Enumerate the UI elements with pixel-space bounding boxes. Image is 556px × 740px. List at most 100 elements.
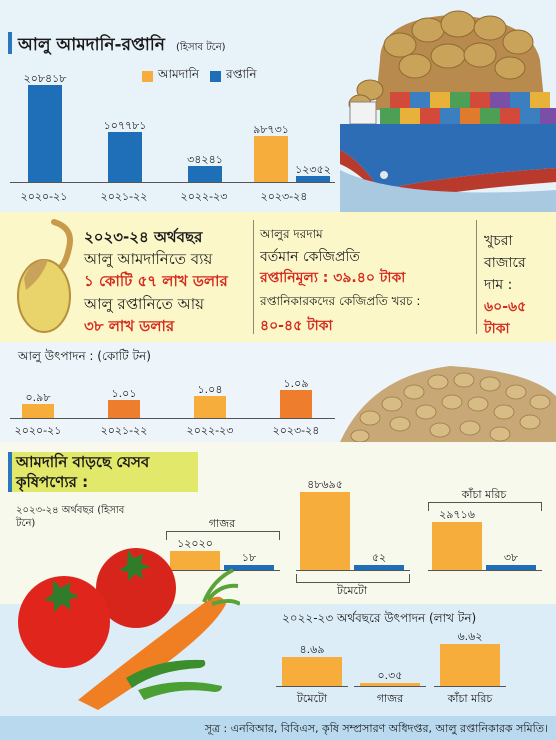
crop-production-value: ৬.৬২ xyxy=(457,630,483,644)
production-value-label: ১.০১ xyxy=(111,387,137,400)
import-2324-bar xyxy=(170,550,220,570)
legend-export-swatch xyxy=(210,70,222,82)
chart1-title: আলু আমদানি-রপ্তানি xyxy=(18,35,165,55)
chart1-category-label: ২০২২-২৩ xyxy=(180,190,228,203)
export-value-label: ২০৮৪১৮ xyxy=(23,72,67,86)
production-bar xyxy=(108,400,140,418)
chart2-title: আলু উৎপাদন : (কোটি টন) xyxy=(18,349,151,363)
production-bar xyxy=(22,403,54,418)
chart3-subtitle: ২০২৩-২৪ অর্থবছর (হিসাব টনে) xyxy=(16,505,125,529)
retail-value-1: ৬০-৬৫ xyxy=(484,299,527,315)
chart1-plot: ২০৮৪১৮ ২০২০-২১ ১০৭৭৮১ ২০২১-২২ ৩৪২৪১ ২০২২-২৩ ৯৮… xyxy=(0,0,340,212)
chart2-category-label: ২০২২-২৩ xyxy=(186,424,234,437)
price-title: আলুর দরদাম xyxy=(260,227,323,241)
crop-production-bar xyxy=(282,656,342,686)
chart3-plot: ১২০২০ ১৮ গাজর ৪৮৬৯৫ ৫২ টমেটো ২৯৭১৬ ৩৮ কাঁচা মরিচ xyxy=(0,442,556,604)
info-year-title: ২০২৩-২৪ অর্থবছর xyxy=(84,228,203,246)
chart4-category-label: টমেটো xyxy=(296,692,328,705)
chart2-category-label: ২০২০-২১ xyxy=(14,424,62,437)
import-2324-bar xyxy=(432,522,482,570)
crop-production-bar xyxy=(440,644,500,686)
crop-production-value: ৪.৬৯ xyxy=(299,642,325,656)
chart2-category-label: ২০২৩-২৪ xyxy=(272,424,320,437)
category-bracket xyxy=(428,502,542,512)
chart3-axis xyxy=(166,570,280,571)
export-value-label: ৩৪২৪১ xyxy=(187,153,223,167)
chart4-axis xyxy=(434,686,506,687)
import-2324-second-bar xyxy=(486,565,536,570)
production-bar xyxy=(194,396,226,418)
info-divider-2 xyxy=(476,220,477,334)
chart4-category-label: কাঁচা মরিচ xyxy=(447,692,493,705)
chart2-x-axis xyxy=(10,418,335,419)
import-cost-value: ১ কোটি ৫৭ লাখ ডলার xyxy=(84,272,228,290)
legend-export-label: রপ্তানি xyxy=(226,67,257,81)
legend-import-label: আমদানি xyxy=(158,67,200,81)
category-bracket xyxy=(296,574,410,583)
chart3-axis xyxy=(428,570,542,571)
export-bar xyxy=(188,166,222,182)
chart1-category-label: ২০২১-২২ xyxy=(100,190,148,203)
crop-production-value: ০.৩৫ xyxy=(377,669,403,682)
export-price-text: রপ্তানিমূল্য : ৩৯.৪০ টাকা xyxy=(260,270,406,286)
export-bar xyxy=(296,176,330,182)
chart1-unit: (হিসাব টনে) xyxy=(175,42,226,53)
chart2-category-label: ২০২১-২২ xyxy=(100,424,148,437)
rising-imports-title-box xyxy=(12,452,198,492)
import-2324-second-value: ৫২ xyxy=(371,551,387,564)
crop-production-bar xyxy=(360,683,420,686)
import-2324-second-value: ৩৮ xyxy=(503,551,519,564)
import-2324-value: ১২০২০ xyxy=(177,536,213,550)
export-value-label: ১২৩৫২ xyxy=(295,163,331,177)
production-value-label: ১.০৪ xyxy=(197,383,223,397)
import-bar xyxy=(254,136,288,182)
source-bar xyxy=(0,716,556,740)
export-income-value: ৩৮ লাখ ডলার xyxy=(84,317,175,335)
import-cost-label: আলু আমদানিতে ব্যয় xyxy=(84,250,213,268)
chart4-axis xyxy=(276,686,348,687)
retail-value-2: টাকা xyxy=(484,321,510,337)
ship-with-potatoes-picture xyxy=(340,10,556,212)
export-bar xyxy=(28,85,62,182)
retail-line-3: দাম : xyxy=(484,277,513,293)
chart2-plot: ০.৯৮ ২০২০-২১ ১.০১ ২০২১-২২ ১.০৪ ২০২২-২৩ ১.০৯ ২০২… xyxy=(0,342,340,442)
production-value-label: ০.৯৮ xyxy=(25,390,51,404)
category-bracket xyxy=(166,530,280,540)
current-price-label: বর্তমান কেজিপ্রতি xyxy=(260,249,360,265)
import-2324-bar xyxy=(300,492,350,570)
import-2324-value: ২৯৭১৬ xyxy=(439,508,475,522)
chart4-plot: ৪.৬৯ টমেটো ০.৩৫ গাজর ৬.৬২ কাঁচা মরিচ xyxy=(0,604,556,716)
chart3-title: আমদানি বাড়ছে যেসব কৃষিপণ্যের : xyxy=(16,453,150,491)
chart4-category-label: গাজর xyxy=(376,692,404,705)
production-bar xyxy=(280,389,312,418)
peeled-potato-picture xyxy=(17,219,73,333)
exporter-cost-value: ৪০-৪৫ টাকা xyxy=(260,318,333,334)
title-accent-2 xyxy=(8,452,12,492)
title-accent xyxy=(8,32,12,54)
chart1-title-row: আলু আমদানি-রপ্তানি (হিসাব টনে) xyxy=(18,32,226,60)
export-value-label: ১০৭৭৮১ xyxy=(103,119,147,133)
chart1-x-axis xyxy=(10,182,335,183)
section-info xyxy=(0,212,556,342)
export-income-label: আলু রপ্তানিতে আয় xyxy=(84,295,204,313)
source-text: সূত্র : এনবিআর, বিবিএস, কৃষি সম্প্রসারণ … xyxy=(204,722,548,735)
import-2324-second-value: ১৮ xyxy=(241,551,257,564)
import-2324-value: ৪৮৬৯৫ xyxy=(307,478,343,492)
chart1-category-label: ২০২৩-২৪ xyxy=(260,190,308,203)
chart4-axis xyxy=(354,686,426,687)
chart1-category-label: ২০২০-২১ xyxy=(20,190,68,203)
export-bar xyxy=(108,132,142,182)
import-2324-second-bar xyxy=(224,565,274,570)
legend-import-swatch xyxy=(142,70,153,82)
import-2324-second-bar xyxy=(354,565,404,570)
retail-line-2: বাজারে xyxy=(484,255,526,271)
chart3-category-label: গাজর xyxy=(208,516,236,530)
potato-pile-picture xyxy=(340,366,556,442)
retail-price-block: খুচরা বাজারে দাম : ৬০-৬৫ টাকা xyxy=(484,230,526,340)
exporter-cost-label: রপ্তানিকারকদের কেজিপ্রতি খরচ : xyxy=(260,294,421,308)
tomatoes-carrot-chili-picture xyxy=(18,548,240,710)
import-value-label: ৯৮৭৩১ xyxy=(253,123,289,137)
info-divider-1 xyxy=(253,220,254,334)
chart3-axis xyxy=(296,570,410,571)
chart3-category-label: টমেটো xyxy=(336,584,368,597)
